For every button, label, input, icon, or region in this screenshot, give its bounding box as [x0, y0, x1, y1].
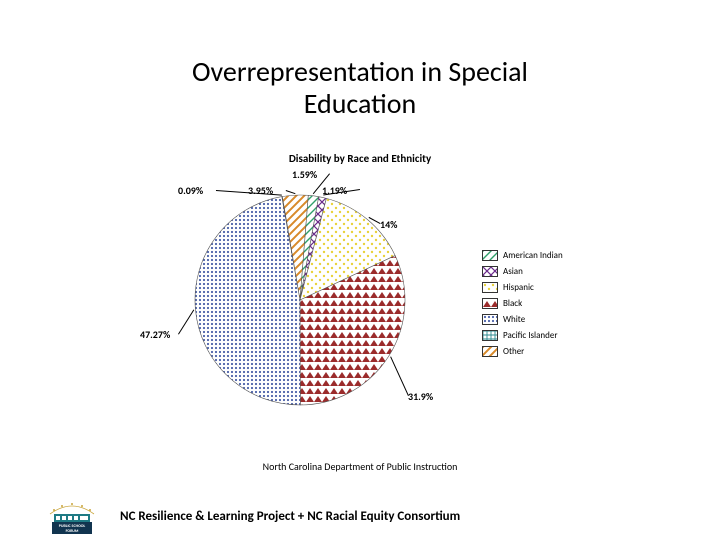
chart-legend: American Indian Asian Hispanic Black White Pa… [482, 248, 563, 360]
pie-slice-white [195, 197, 300, 405]
legend-swatch [482, 314, 498, 325]
chart-source: North Carolina Department of Public Inst… [0, 460, 720, 473]
legend-label: Asian [503, 266, 523, 277]
pie-label: 1.59% [292, 168, 317, 181]
pie-label: 0.09% [178, 184, 203, 197]
legend-item: Black [482, 296, 563, 310]
legend-item: Other [482, 344, 563, 358]
legend-label: White [503, 314, 525, 325]
pie-chart [170, 170, 430, 430]
legend-label: Black [503, 298, 522, 309]
pie-label: 31.9% [408, 390, 433, 403]
svg-text:FORUM: FORUM [66, 529, 79, 534]
footer-bar: PUBLIC SCHOOL FORUM NC Resilience & Lear… [0, 492, 720, 540]
legend-swatch [482, 266, 498, 277]
legend-label: Other [503, 346, 524, 357]
slide-title: Overrepresentation in Special Education [140, 56, 580, 120]
legend-label: American Indian [503, 250, 563, 261]
legend-swatch [482, 330, 498, 341]
footer-logo: PUBLIC SCHOOL FORUM [44, 496, 100, 536]
legend-item: White [482, 312, 563, 326]
legend-item: Asian [482, 264, 563, 278]
legend-item: Pacific Islander [482, 328, 563, 342]
pie-label: 3.95% [248, 184, 273, 197]
legend-swatch [482, 250, 498, 261]
legend-item: American Indian [482, 248, 563, 262]
legend-swatch [482, 282, 498, 293]
legend-label: Hispanic [503, 282, 534, 293]
legend-item: Hispanic [482, 280, 563, 294]
legend-swatch [482, 298, 498, 309]
footer-text: NC Resilience & Learning Project + NC Ra… [120, 509, 460, 524]
pie-label: 14% [380, 218, 397, 231]
pie-label: 47.27% [140, 328, 170, 341]
legend-swatch [482, 346, 498, 357]
legend-label: Pacific Islander [503, 330, 557, 341]
chart-title: Disability by Race and Ethnicity [0, 152, 720, 165]
